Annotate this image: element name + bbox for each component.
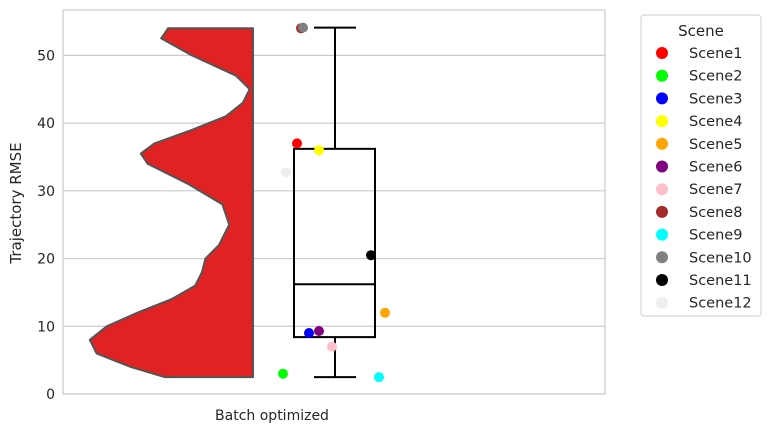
legend-label: Scene11 — [689, 273, 752, 289]
y-ticks: 0 10 20 30 40 50 — [37, 48, 55, 403]
point-scene11 — [366, 250, 376, 261]
legend-marker — [656, 47, 668, 59]
legend-label: Scene1 — [689, 46, 742, 62]
point-scene4 — [314, 145, 324, 156]
y-tick-label: 20 — [37, 252, 55, 268]
legend-marker — [656, 205, 668, 218]
violin-shape — [88, 27, 254, 379]
legend-label: Scene9 — [689, 228, 742, 244]
legend-items: Scene1 Scene2 Scene3 Scene4 Scene5 Scene6 Scen… — [656, 46, 752, 312]
legend-label: Scene3 — [689, 91, 742, 107]
x-tick-label: Batch optimized — [215, 408, 329, 424]
y-axis-label: Trajectory RMSE — [7, 142, 25, 264]
point-scene3 — [304, 328, 314, 338]
legend-label: Scene7 — [689, 182, 742, 198]
plot-frame — [62, 9, 606, 395]
point-scene5 — [380, 307, 390, 318]
legend-title: Scene — [678, 22, 724, 40]
legend-label: Scene10 — [689, 250, 752, 266]
y-tick-label: 40 — [37, 116, 55, 132]
legend: Scene Scene1Scene2Scene3Scene4Scene5Scen… — [640, 14, 762, 317]
point-scene12 — [281, 167, 291, 178]
legend-marker — [656, 296, 668, 309]
point-scene9 — [374, 372, 384, 383]
legend-marker — [656, 115, 668, 128]
legend-label: Scene5 — [689, 137, 742, 153]
y-tick-label: 0 — [46, 387, 55, 403]
legend-label: Scene12 — [689, 296, 752, 312]
y-tick-label: 10 — [37, 319, 55, 335]
legend-label: Scene8 — [689, 205, 742, 221]
point-scene6 — [314, 326, 324, 336]
legend-marker — [656, 69, 668, 82]
legend-marker — [656, 228, 668, 241]
violin-layer — [88, 27, 254, 379]
legend-label: Scene2 — [689, 69, 742, 85]
point-scene7 — [327, 341, 337, 352]
box-layer — [293, 26, 376, 379]
legend-marker — [656, 251, 668, 264]
iqr-box — [293, 147, 376, 339]
y-tick-label: 50 — [37, 48, 55, 64]
legend-marker — [656, 160, 668, 173]
point-scene10 — [298, 22, 308, 33]
legend-marker — [656, 92, 668, 105]
point-scene2 — [278, 368, 288, 379]
legend-marker — [656, 183, 668, 196]
legend-label: Scene4 — [689, 114, 742, 130]
y-tick-label: 30 — [37, 184, 55, 200]
legend-label: Scene6 — [689, 160, 742, 176]
legend-marker — [656, 274, 668, 286]
points-layer — [278, 22, 390, 383]
legend-marker — [656, 137, 668, 150]
legend-frame — [640, 14, 762, 317]
point-scene1 — [292, 138, 302, 149]
